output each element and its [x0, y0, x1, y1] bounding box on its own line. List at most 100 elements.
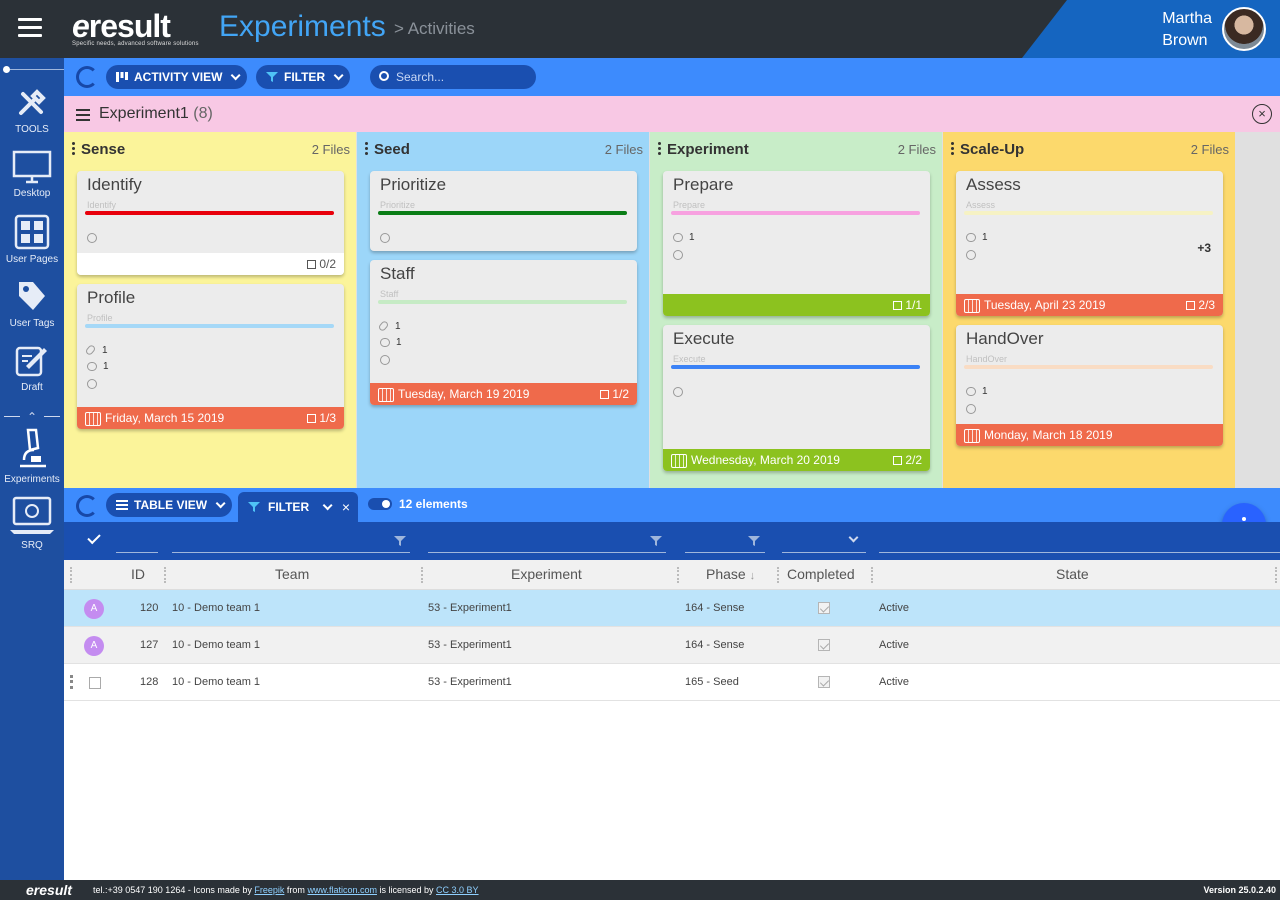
experiment-title: Experiment1 (8): [99, 105, 213, 123]
column-header-team[interactable]: Team: [275, 566, 310, 582]
kanban-board: Sense 2 Files Identify Identify 0/2 Prof…: [64, 132, 1280, 488]
card-subtitle: Profile: [87, 313, 113, 323]
filter-icon[interactable]: [650, 536, 662, 546]
freepik-link[interactable]: Freepik: [254, 885, 285, 895]
column-resizer[interactable]: [421, 567, 423, 583]
paperclip-icon: [84, 344, 97, 357]
phase-filter-input[interactable]: [685, 552, 765, 553]
column-header-state[interactable]: State: [1056, 566, 1089, 582]
table-row[interactable]: A 120 10 - Demo team 1 53 - Experiment1 …: [64, 590, 1280, 627]
column-files[interactable]: 2 Files: [897, 142, 936, 157]
filter-dropdown[interactable]: FILTER: [256, 65, 351, 89]
refresh-icon[interactable]: [76, 66, 98, 88]
flaticon-link[interactable]: www.flaticon.com: [307, 885, 377, 895]
history-icon: [87, 233, 97, 244]
sidebar-item-user-pages[interactable]: User Pages: [0, 214, 64, 265]
column-header-experiment[interactable]: Experiment: [511, 566, 582, 582]
column-resizer[interactable]: [677, 567, 679, 583]
experiment-filter-input[interactable]: [428, 552, 666, 553]
column-experiment: Experiment 2 Files Prepare Prepare 1 1/1…: [650, 132, 942, 488]
row-avatar-badge[interactable]: A: [84, 599, 104, 619]
column-menu-icon[interactable]: [951, 141, 954, 157]
search-input[interactable]: [396, 68, 526, 86]
card-identify[interactable]: Identify Identify 0/2: [77, 171, 344, 275]
microscope-icon: [20, 428, 46, 468]
sidebar-pin-icon[interactable]: [3, 66, 10, 73]
more-members-count[interactable]: +3: [1197, 241, 1211, 255]
column-header-phase[interactable]: Phase ↓: [706, 566, 756, 582]
column-resizer[interactable]: [777, 567, 779, 583]
completed-filter-select[interactable]: [782, 552, 866, 553]
user-name[interactable]: Martha Brown: [1162, 8, 1212, 52]
page-title: Experiments: [219, 10, 386, 43]
experiment-bar: Experiment1 (8) ×: [64, 96, 1280, 132]
card-profile[interactable]: Profile Profile 1 1 Friday, March 15 201…: [77, 284, 344, 429]
comment-count: 1: [380, 337, 402, 348]
column-header-id[interactable]: ID: [131, 566, 145, 582]
filter-tab[interactable]: FILTER ×: [238, 492, 358, 522]
activity-view-dropdown[interactable]: ACTIVITY VIEW: [106, 65, 248, 89]
column-menu-icon[interactable]: [658, 141, 661, 157]
card-execute[interactable]: Execute Execute Wednesday, March 20 2019…: [663, 325, 930, 471]
card-prepare[interactable]: Prepare Prepare 1 1/1: [663, 171, 930, 316]
table-view-dropdown[interactable]: TABLE VIEW: [106, 493, 233, 517]
sidebar-item-draft[interactable]: Draft: [0, 342, 64, 393]
close-filter-icon[interactable]: ×: [341, 499, 350, 515]
checkbox-icon: [1186, 301, 1196, 311]
history-icon: [966, 250, 976, 261]
breadcrumb[interactable]: > Activities: [394, 19, 475, 38]
completed-checkbox[interactable]: [818, 676, 830, 688]
column-files[interactable]: 2 Files: [604, 142, 643, 157]
sidebar-item-tools[interactable]: TOOLS: [0, 86, 64, 135]
experiment-menu-icon[interactable]: [76, 109, 90, 124]
sidebar-item-srq[interactable]: SRQ: [0, 496, 64, 551]
laptop-icon: [10, 496, 54, 534]
column-files[interactable]: 2 Files: [1190, 142, 1229, 157]
chevron-down-icon[interactable]: [848, 532, 859, 543]
card-checklist: 1/3: [307, 407, 336, 429]
comment-icon: [966, 232, 976, 242]
column-menu-icon[interactable]: [72, 141, 75, 157]
column-files[interactable]: 2 Files: [311, 142, 350, 157]
elements-toggle[interactable]: [368, 498, 392, 510]
column-resizer[interactable]: [164, 567, 166, 583]
close-icon[interactable]: ×: [1252, 104, 1272, 124]
completed-checkbox[interactable]: [818, 602, 830, 614]
state-filter-input[interactable]: [879, 552, 1280, 553]
select-all-check-icon[interactable]: [87, 530, 101, 545]
comment-count: 1: [966, 232, 988, 243]
column-resizer[interactable]: [871, 567, 873, 583]
license-link[interactable]: CC 3.0 BY: [436, 885, 479, 895]
filter-icon[interactable]: [394, 536, 406, 546]
hamburger-menu-icon[interactable]: [18, 18, 42, 38]
filter-tab-label: FILTER: [268, 500, 310, 514]
card-handover[interactable]: HandOver HandOver 1 Monday, March 18 201…: [956, 325, 1223, 446]
completed-checkbox[interactable]: [818, 639, 830, 651]
column-menu-icon[interactable]: [365, 141, 368, 157]
column-header-completed[interactable]: Completed: [787, 566, 855, 582]
filter-icon[interactable]: [748, 536, 760, 546]
id-filter-input[interactable]: [116, 552, 158, 553]
table-row[interactable]: A 127 10 - Demo team 1 53 - Experiment1 …: [64, 627, 1280, 664]
sidebar-collapse-icon[interactable]: ⌃: [4, 410, 60, 424]
sidebar: TOOLS Desktop User Pages User Tags Draft…: [0, 58, 64, 880]
card-title: Prioritize: [380, 175, 447, 194]
sidebar-item-desktop[interactable]: Desktop: [0, 150, 64, 199]
chevron-down-icon[interactable]: [323, 500, 334, 511]
row-drag-handle-icon[interactable]: [70, 675, 73, 689]
card-staff[interactable]: Staff Staff 1 1 Tuesday, March 19 2019 1…: [370, 260, 637, 405]
row-avatar-badge[interactable]: A: [84, 636, 104, 656]
comment-icon: [87, 361, 97, 371]
card-assess[interactable]: Assess Assess 1 +3 Tuesday, April 23 201…: [956, 171, 1223, 316]
search-box[interactable]: [370, 65, 536, 89]
sidebar-item-experiments[interactable]: Experiments: [0, 426, 64, 485]
column-resizer[interactable]: [1275, 567, 1277, 583]
column-header: Scale-Up 2 Files: [951, 140, 1229, 158]
card-prioritize[interactable]: Prioritize Prioritize: [370, 171, 637, 251]
sidebar-item-user-tags[interactable]: User Tags: [0, 278, 64, 329]
refresh-icon[interactable]: [76, 495, 98, 517]
team-filter-input[interactable]: [172, 552, 410, 553]
row-select-checkbox[interactable]: [89, 677, 101, 689]
user-avatar[interactable]: [1222, 7, 1266, 51]
table-row[interactable]: 128 10 - Demo team 1 53 - Experiment1 16…: [64, 664, 1280, 701]
